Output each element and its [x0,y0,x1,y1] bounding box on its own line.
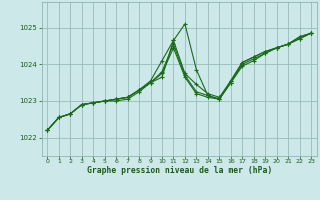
X-axis label: Graphe pression niveau de la mer (hPa): Graphe pression niveau de la mer (hPa) [87,166,272,175]
